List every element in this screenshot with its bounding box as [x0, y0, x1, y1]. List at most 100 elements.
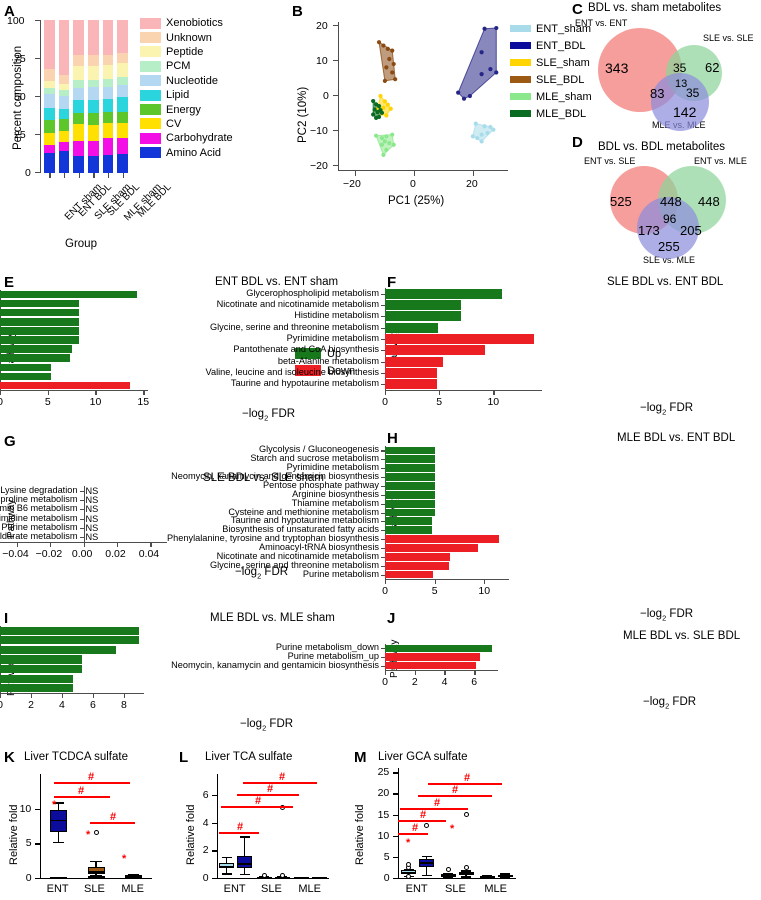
bar-segment — [117, 76, 129, 86]
y-tick-mark — [381, 665, 385, 667]
panel-j-xlabel: −log2 FDR — [643, 696, 696, 710]
x-tick-label: 2 — [411, 676, 418, 688]
pathway-label: Histidine metabolism — [294, 310, 379, 321]
pathway-bar — [0, 655, 83, 664]
pathway-label: Phenylalanine, tyrosine and tryptophan b… — [167, 533, 379, 544]
significance-line — [90, 822, 135, 824]
pathway-bar — [0, 636, 140, 645]
legend-item: SLE_BDL — [510, 71, 592, 88]
box-median — [311, 877, 327, 879]
panel-d-label: D — [572, 134, 583, 151]
y-tick-label: 0 — [202, 872, 209, 884]
panel-g-xlabel: −log2 FDR — [235, 566, 288, 580]
panel-b-legend: ENT_sham ENT_BDL SLE_sham SLE_BDL MLE_sham ML… — [510, 20, 592, 122]
bar-segment — [58, 89, 70, 96]
stacked-bar — [102, 20, 114, 173]
panel-b-ytick-20: 20 — [316, 20, 328, 32]
x-axis-line — [398, 878, 516, 880]
pca-point — [393, 77, 398, 82]
pathway-bar — [385, 570, 433, 579]
panel-a-tick-mark — [35, 172, 40, 174]
legend-swatch — [140, 147, 161, 159]
whisker-cap-upper — [90, 860, 102, 863]
x-axis-line — [385, 670, 498, 672]
y-tick-label: 6 — [202, 788, 209, 801]
box-median — [458, 873, 474, 875]
x-tick-mark — [150, 543, 152, 547]
significance-line — [428, 783, 502, 785]
legend-swatch — [140, 89, 161, 101]
venn-circle-mle — [651, 73, 709, 131]
legend-item: PCM — [140, 59, 233, 73]
y-tick-label: 10 — [377, 829, 390, 842]
legend-item: MLE_BDL — [510, 105, 592, 122]
bar-segment — [43, 108, 55, 121]
y-tick-label: 2 — [202, 844, 209, 857]
pathway-label: Purine metabolism_down — [275, 642, 379, 653]
y-tick-mark — [393, 814, 398, 816]
legend-label: SLE_sham — [536, 56, 590, 69]
pathway-bar — [385, 544, 479, 552]
legend-label: Energy — [166, 103, 201, 116]
pathway-bar — [0, 363, 51, 371]
pca-point — [390, 70, 395, 75]
bar-segment — [87, 65, 99, 80]
panel-k-label: K — [4, 749, 15, 766]
bar-segment — [117, 62, 129, 77]
panel-a-tick-mark — [35, 134, 40, 136]
legend-swatch — [510, 59, 531, 66]
x-axis-line — [385, 390, 542, 392]
panel-a-ytick-0: 0 — [25, 167, 31, 179]
pca-point — [473, 121, 478, 126]
y-tick-mark — [212, 878, 217, 880]
panel-c-title: BDL vs. sham metabolites — [588, 2, 722, 14]
panel-i-xlabel: −log2 FDR — [240, 718, 293, 732]
panel-c-value-35b: 35 — [686, 86, 700, 100]
pathway-bar — [385, 535, 500, 543]
legend-label: Carbohydrate — [166, 132, 233, 145]
pca-point — [479, 72, 484, 77]
x-tick-mark — [61, 694, 64, 698]
pathway-bar — [385, 653, 481, 661]
panel-f-plot: Glycerophospholipid metabolism Nicotinate… — [206, 272, 761, 427]
x-tick-label: 5 — [44, 396, 51, 408]
pathway-label: Ascorbate and aldarate metabolism — [0, 531, 78, 542]
pathway-label: Arginine and proline metabolism — [0, 494, 78, 504]
y-tick-mark — [381, 485, 385, 487]
panel-d-value-448b: 448 — [698, 194, 720, 209]
pca-point — [479, 50, 484, 55]
y-tick-mark — [381, 512, 385, 514]
panel-g-title: SLE BDL vs. SLE sham — [203, 472, 325, 484]
significance-line — [219, 832, 259, 834]
bar-segment — [87, 20, 99, 56]
bar-segment — [117, 122, 129, 138]
legend-swatch — [140, 32, 161, 44]
group-label: ENT — [223, 883, 246, 895]
legend-item: CV — [140, 117, 233, 131]
bar-segment — [43, 88, 55, 95]
y-tick-label: 5 — [383, 850, 390, 863]
significance-line — [398, 833, 428, 835]
pathway-label: Vitamin B6 metabolism — [0, 503, 78, 514]
significance-mark: # — [267, 783, 274, 795]
pca-point — [375, 110, 380, 115]
panel-i-title: MLE BDL vs. MLE sham — [210, 612, 335, 624]
bar-segment — [117, 20, 129, 53]
pca-point — [485, 130, 490, 136]
x-tick-mark — [385, 391, 387, 395]
whisker-cap-upper — [53, 802, 65, 804]
whisker-cap-lower — [443, 876, 453, 879]
y-tick-mark — [212, 822, 217, 824]
box-outlier — [261, 873, 267, 878]
y-tick-mark — [381, 384, 385, 386]
panel-m-label: M — [354, 749, 367, 766]
pathway-label: Pyrimidine metabolism — [0, 512, 78, 523]
pathway-bar — [0, 372, 51, 381]
pathway-label: Glycine, serine and threonine metabolism — [209, 321, 379, 332]
panel-b-ytick-0: 0 — [323, 90, 329, 102]
pathway-label: Pantothenate and CoA biosynthesis — [233, 344, 379, 355]
pathway-bar — [0, 381, 130, 390]
y-tick-mark — [381, 494, 385, 496]
pathway-label: Taurine and hypotaurine metabolism — [230, 515, 379, 526]
panel-b-tick-mark — [333, 165, 338, 167]
